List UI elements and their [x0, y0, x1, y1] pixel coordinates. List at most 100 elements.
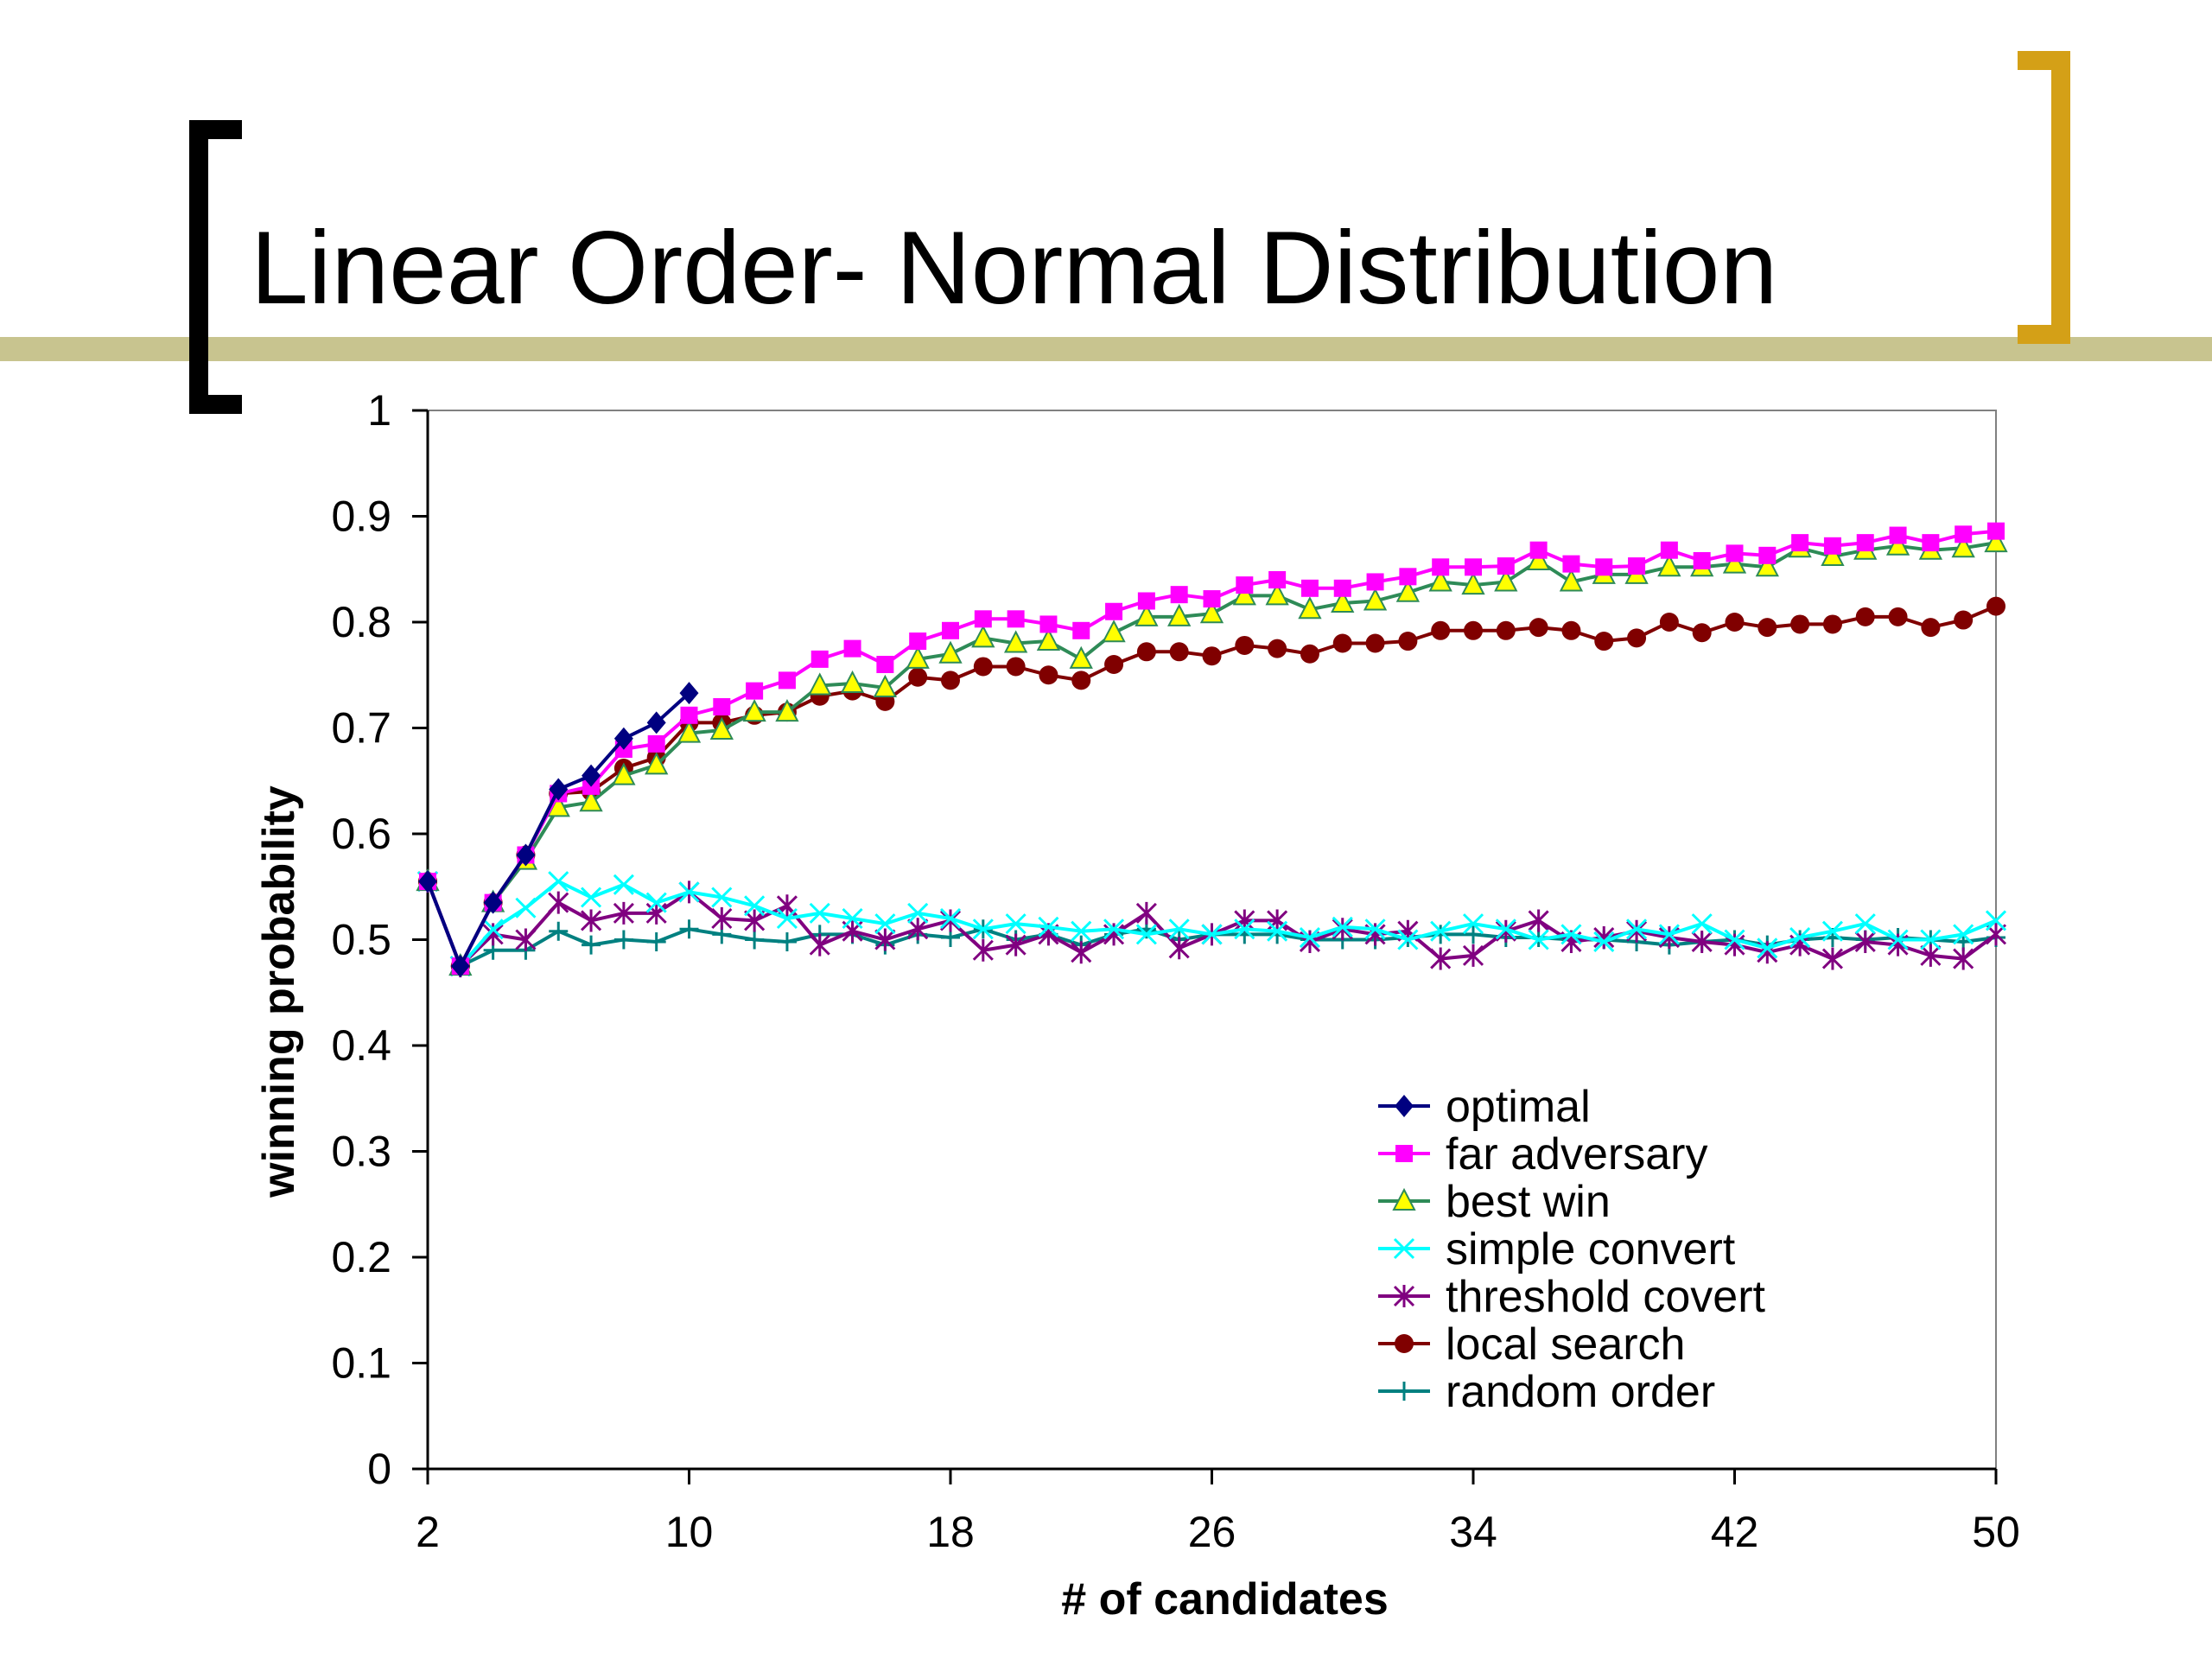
data-point	[548, 891, 569, 914]
data-point	[1007, 610, 1025, 628]
data-point	[1005, 913, 1027, 935]
data-point	[1724, 929, 1745, 950]
data-point	[808, 672, 832, 696]
data-point	[1757, 938, 1778, 959]
data-point	[1921, 618, 1941, 638]
data-point	[1268, 571, 1287, 588]
slide-title: Linear Order- Normal Distribution	[251, 210, 1778, 326]
data-point	[939, 909, 962, 932]
data-point	[876, 656, 894, 673]
data-point	[1951, 535, 1975, 558]
data-point	[1300, 644, 1319, 664]
legend-item: threshold covert	[1378, 1272, 1766, 1322]
data-point	[1658, 924, 1680, 945]
data-point	[1593, 931, 1615, 953]
data-point	[1265, 582, 1289, 606]
data-point	[613, 874, 634, 895]
data-point	[1105, 602, 1123, 620]
data-point	[843, 639, 861, 658]
data-point	[907, 918, 929, 941]
data-point	[1758, 618, 1777, 638]
data-point	[974, 610, 992, 628]
x-tick-label: 18	[926, 1508, 975, 1556]
data-point	[874, 928, 896, 951]
data-point	[1397, 929, 1419, 950]
data-point	[1267, 920, 1288, 942]
data-point	[1790, 614, 1810, 634]
data-point	[1495, 919, 1516, 943]
data-point	[711, 887, 733, 908]
data-point	[1431, 620, 1451, 640]
data-point	[1432, 558, 1450, 576]
data-point	[1069, 645, 1093, 669]
legend-item: simple convert	[1378, 1224, 1736, 1274]
data-point	[1430, 920, 1452, 942]
data-point	[939, 907, 962, 930]
olive-accent-bar	[0, 337, 2212, 361]
data-point	[645, 901, 667, 925]
data-point	[1203, 590, 1221, 608]
data-point	[1888, 607, 1908, 626]
x-tick-label: 50	[1972, 1508, 2020, 1556]
data-point	[1235, 635, 1255, 655]
y-tick-label: 0.5	[331, 916, 391, 964]
data-point	[1691, 930, 1713, 953]
data-point	[1559, 569, 1584, 592]
data-point	[1169, 642, 1189, 662]
data-point	[1398, 632, 1418, 652]
y-tick-label: 0.2	[331, 1233, 391, 1281]
data-point	[1393, 1237, 1415, 1260]
data-point	[1395, 1382, 1414, 1401]
data-point	[1395, 579, 1421, 602]
data-point	[1038, 916, 1059, 938]
data-point	[450, 955, 470, 978]
data-point	[1660, 541, 1678, 559]
data-point	[612, 762, 636, 785]
data-point	[1135, 603, 1159, 626]
data-point	[1461, 571, 1485, 595]
data-point	[775, 698, 799, 722]
data-point	[1789, 926, 1811, 949]
data-point	[873, 674, 898, 697]
legend-item: random order	[1378, 1367, 1715, 1417]
legend-item: best win	[1378, 1177, 1611, 1227]
data-point	[1236, 576, 1254, 594]
series-simple-convert	[416, 871, 2007, 977]
data-point	[1885, 532, 1910, 556]
data-point	[418, 870, 437, 893]
data-point	[515, 897, 537, 918]
data-point	[1464, 620, 1483, 640]
data-point	[549, 778, 569, 801]
data-point	[613, 930, 633, 950]
data-point	[1103, 918, 1125, 940]
data-point	[1854, 930, 1876, 953]
data-point	[1331, 589, 1355, 613]
data-point	[778, 671, 796, 690]
data-point	[709, 716, 734, 740]
data-point	[1561, 620, 1581, 640]
data-point	[1529, 618, 1548, 638]
x-tick-label: 34	[1449, 1508, 1497, 1556]
data-point	[972, 938, 994, 962]
data-point	[582, 764, 601, 787]
data-point	[646, 711, 666, 734]
right-gold-bracket	[2018, 51, 2070, 344]
data-point	[744, 895, 766, 917]
data-point	[1821, 543, 1845, 567]
data-point	[938, 640, 963, 664]
data-point	[1199, 601, 1224, 624]
data-point	[1006, 657, 1026, 677]
data-point	[1497, 557, 1515, 575]
data-point	[1954, 610, 1974, 630]
data-point	[1201, 924, 1223, 945]
data-point	[1102, 620, 1126, 643]
data-point	[1234, 918, 1255, 940]
data-point	[810, 650, 829, 668]
data-point	[1725, 613, 1745, 632]
data-point	[548, 871, 569, 893]
data-point	[1071, 941, 1092, 964]
data-point	[1462, 944, 1484, 967]
data-point	[1039, 615, 1058, 633]
